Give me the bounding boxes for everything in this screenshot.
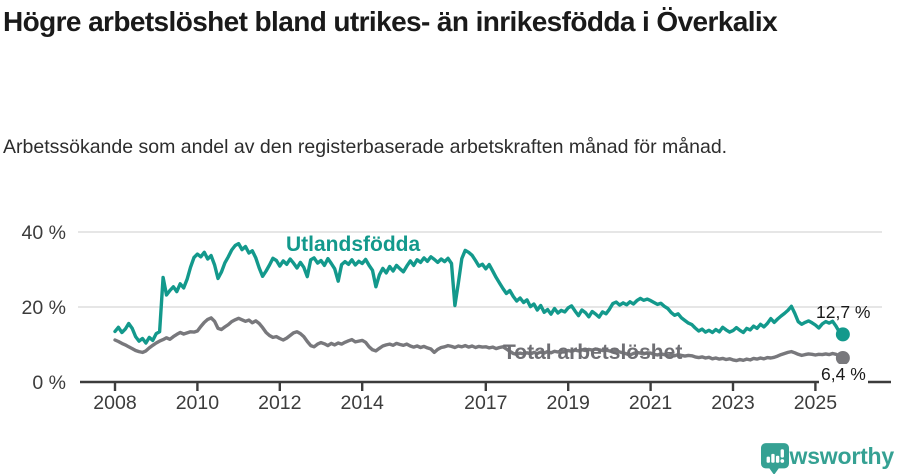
chart-subtitle: Arbetssökande som andel av den registerb… [3,136,728,158]
series-label-utlandsfodda: Utlandsfödda [286,233,421,256]
series-line-utlandsfodda [113,241,845,345]
x-tick-label: 2023 [711,392,754,414]
x-tick-label: 2017 [464,392,507,414]
x-tick-label: 2014 [341,392,385,414]
end-value-label-utlandsfodda: 12,7 % [816,302,871,322]
y-tick-label: 0 % [32,372,66,394]
end-value-label-total: 6,4 % [819,364,868,385]
series-label-total: Total arbetslöshet [503,341,683,364]
y-tick-label: 20 % [22,297,66,319]
x-tick-label: 2012 [258,392,301,414]
series-end-dot-utlandsfodda [835,327,850,342]
x-tick-label: 2021 [629,392,672,414]
bar-chart-speech-bubble-icon [760,443,789,474]
series-line-total [113,316,845,363]
x-tick-label: 2008 [93,392,136,414]
x-tick-label: 2025 [794,392,838,414]
series-end-dot-total [835,351,850,365]
x-tick-label: 2010 [176,392,220,414]
page-title: Högre arbetslöshet bland utrikes- än inr… [3,6,778,37]
y-tick-label: 40 % [22,222,66,244]
x-tick-label: 2019 [547,392,590,414]
newsworthy-logo[interactable]: Newsworthy [760,443,894,474]
